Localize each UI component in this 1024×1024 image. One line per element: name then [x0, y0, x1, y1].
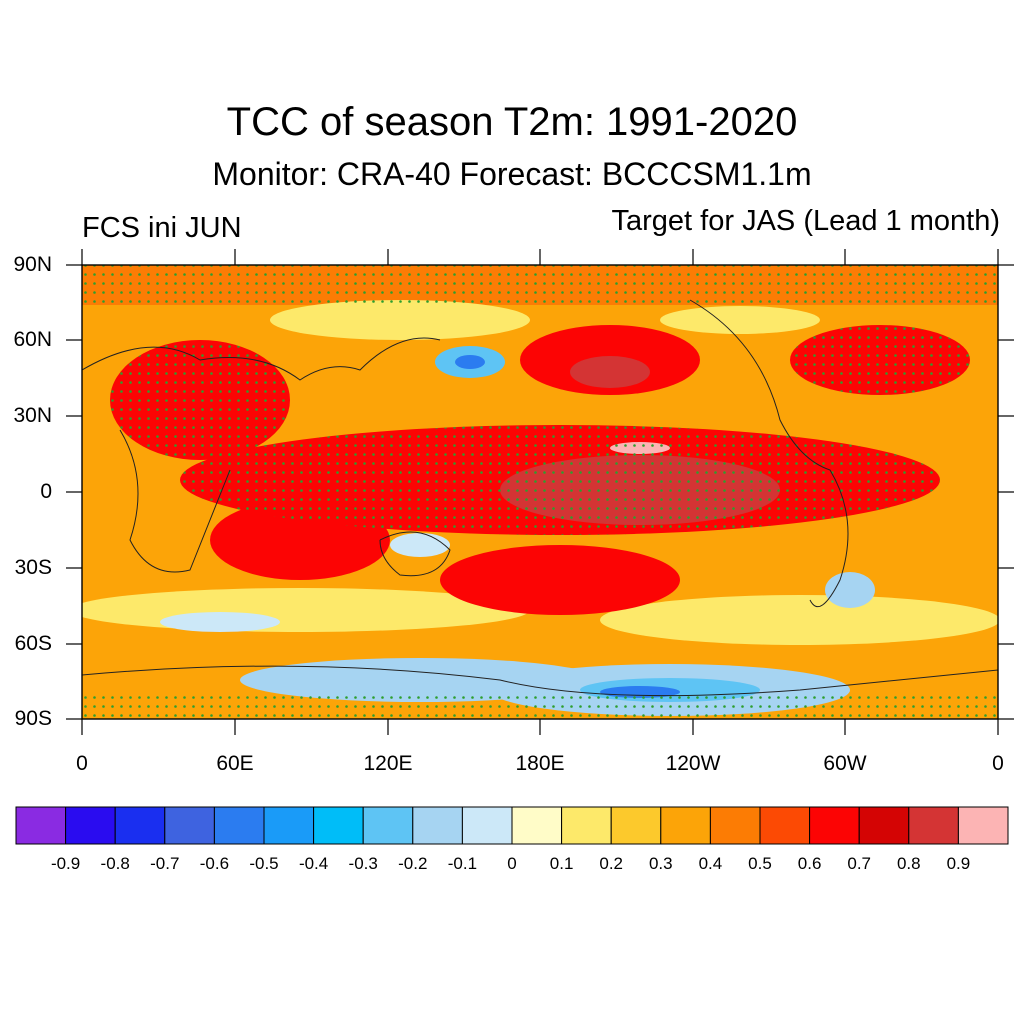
colorbar	[15, 806, 1009, 845]
colorbar-box	[65, 806, 116, 845]
colorbar-box	[610, 806, 662, 845]
colorbar-box	[957, 806, 1009, 845]
lon-label-0: 0	[76, 752, 88, 775]
colorbar-box	[114, 806, 166, 845]
colorbar-label: -0.7	[150, 854, 180, 873]
colorbar-box	[561, 806, 612, 845]
lat-label-30s: 30S	[14, 556, 52, 579]
coastlines	[82, 299, 998, 697]
colorbar-box	[511, 806, 563, 845]
lon-label-0-east: 0	[992, 752, 1004, 775]
colorbar-box	[461, 806, 513, 845]
colorbar-box	[412, 806, 463, 845]
target-label: Target for JAS (Lead 1 month)	[611, 205, 1000, 237]
colorbar-label: -0.1	[447, 854, 478, 873]
colorbar-label: 0.5	[748, 854, 772, 873]
axis-ticks	[66, 249, 1014, 735]
colorbar-label: 0.6	[797, 854, 822, 873]
colorbar-label: 0	[507, 854, 517, 873]
colorbar-label: 0.2	[599, 854, 623, 873]
initialization-label: FCS ini JUN	[82, 212, 242, 244]
lon-label-120w: 120W	[665, 752, 721, 775]
chart-title: TCC of season T2m: 1991-2020	[226, 100, 798, 144]
colorbar-box	[908, 806, 959, 845]
lon-label-120e: 120E	[363, 752, 413, 775]
colorbar-box	[660, 806, 711, 845]
colorbar-label: -0.2	[398, 854, 428, 873]
lat-label-90s: 90S	[14, 707, 52, 730]
colorbar-label: -0.6	[199, 854, 230, 873]
lat-label-60s: 60S	[14, 632, 52, 655]
colorbar-label: -0.9	[50, 854, 81, 873]
lon-label-60w: 60W	[823, 752, 867, 775]
colorbar-box	[164, 806, 215, 845]
lat-label-90n: 90N	[13, 253, 52, 276]
lat-label-60n: 60N	[13, 328, 52, 351]
colorbar-label: 0.4	[698, 854, 723, 873]
lon-label-60e: 60E	[216, 752, 254, 775]
colorbar-label: -0.3	[348, 854, 378, 873]
colorbar-box	[809, 806, 860, 845]
colorbar-box	[709, 806, 761, 845]
colorbar-label: 0.1	[549, 854, 574, 873]
colorbar-box	[362, 806, 414, 845]
colorbar-box	[759, 806, 811, 845]
chart-subtitle: Monitor: CRA-40 Forecast: BCCCSM1.1m	[212, 156, 812, 192]
lon-label-180e: 180E	[515, 752, 565, 775]
lat-label-30n: 30N	[13, 404, 52, 427]
colorbar-label: -0.5	[249, 854, 279, 873]
colorbar-box	[213, 806, 265, 845]
colorbar-label: 0.7	[847, 854, 871, 873]
tcc-field	[82, 265, 998, 719]
colorbar-box	[313, 806, 364, 845]
colorbar-box	[858, 806, 910, 845]
colorbar-box	[15, 806, 67, 845]
colorbar-label: 0.8	[896, 854, 921, 873]
colorbar-label: 0.3	[648, 854, 673, 873]
colorbar-label: -0.8	[100, 854, 130, 873]
colorbar-label: 0.9	[946, 854, 971, 873]
colorbar-label: -0.4	[298, 854, 329, 873]
colorbar-box	[263, 806, 315, 845]
lat-label-eq: 0	[40, 480, 52, 503]
